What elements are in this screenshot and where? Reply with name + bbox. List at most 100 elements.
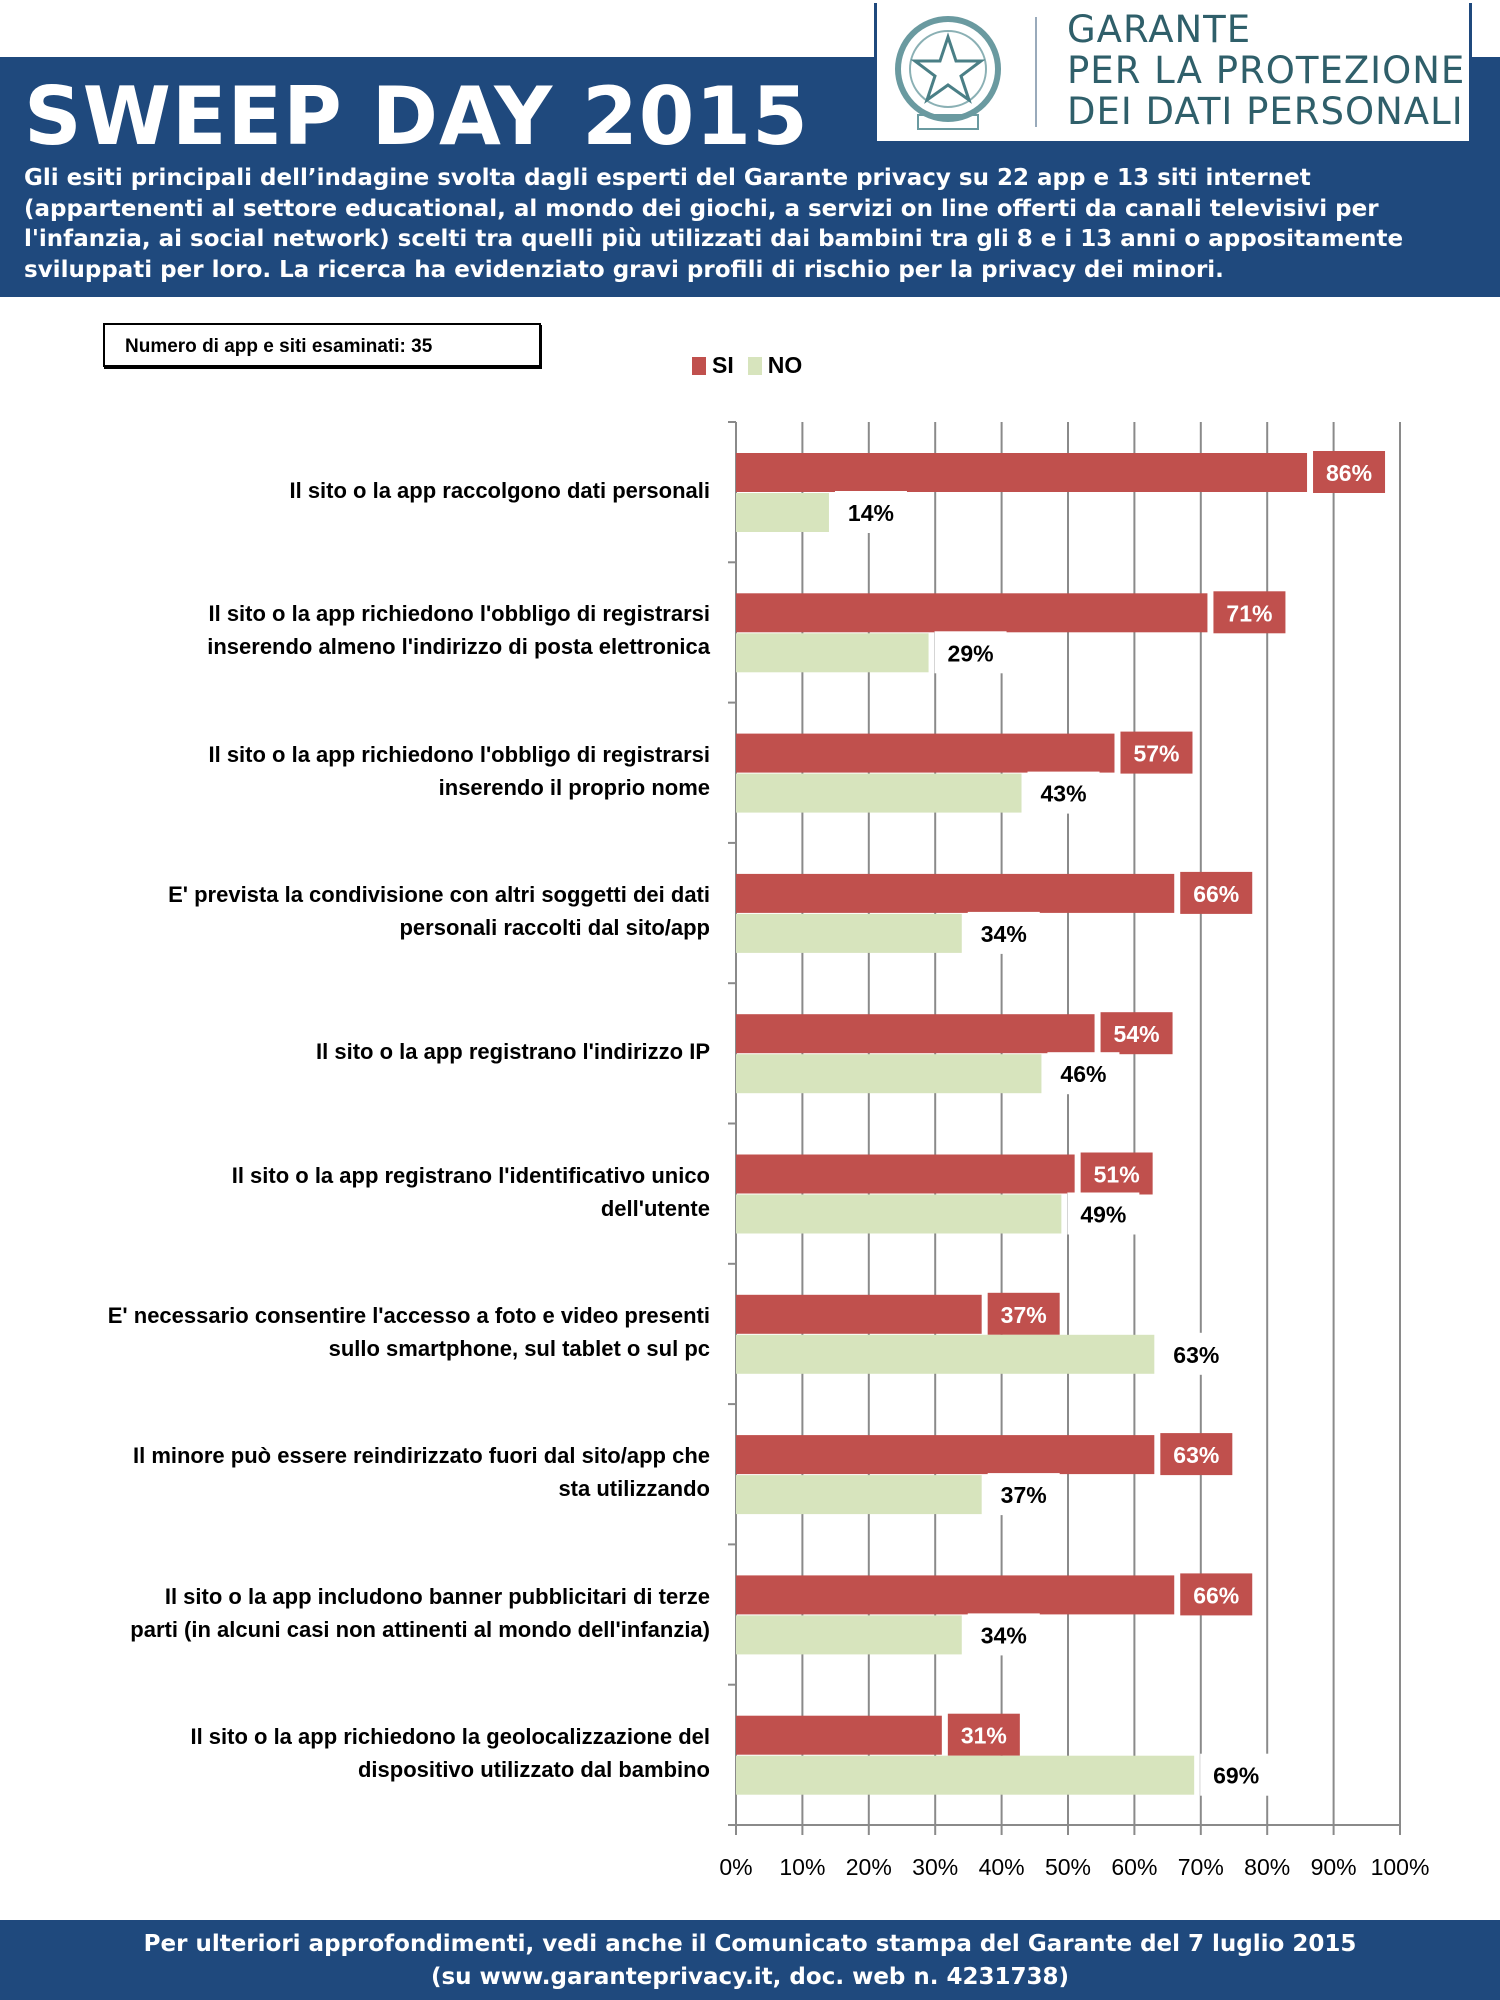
data-label-bg [1067,1192,1140,1235]
footer-line-1: Per ulteriori approfondimenti, vedi anch… [143,1931,1357,1957]
data-label-bg [1120,731,1193,774]
data-label-si: 63% [1173,1442,1219,1468]
bar-no [736,913,962,953]
bar-no [736,1054,1042,1094]
bar-si [736,873,1175,913]
data-label-no: 69% [1213,1763,1259,1789]
x-tick-label: 90% [1311,1854,1357,1880]
category-label-line: dell'utente [600,1195,710,1221]
category-label-line: Il sito o la app registrano l'indirizzo … [316,1038,710,1064]
category-label-line: inserendo almeno l'indirizzo di posta el… [207,634,710,660]
x-tick-label: 50% [1045,1854,1091,1880]
data-label-bg [1160,1332,1233,1375]
category-label-line: E' necessario consentire l'accesso a fot… [107,1302,710,1328]
sample-count-box: Numero di app e siti esaminati: 35 [103,323,541,367]
data-label-no: 63% [1173,1342,1219,1368]
data-label-no: 49% [1080,1202,1126,1228]
bar-si [736,1435,1155,1475]
category-label: Il sito o la app raccolgono dati persona… [50,474,710,507]
data-label-no: 34% [981,921,1027,947]
intro-text: Gli esiti principali dell’indagine svolt… [24,165,1404,283]
footer: Per ulteriori approfondimenti, vedi anch… [0,1920,1500,2000]
category-label-line: sta utilizzando [558,1476,710,1502]
data-label-bg [1027,771,1100,814]
data-label-si: 54% [1114,1021,1160,1047]
bar-si [736,1294,982,1334]
bar-si [736,593,1208,633]
category-label-line: personali raccolti dal sito/app [399,915,710,941]
data-label-si: 71% [1226,600,1272,626]
bar-si [736,1715,942,1755]
data-label-si: 37% [1001,1302,1047,1328]
category-label-line: sullo smartphone, sul tablet o sul pc [328,1335,710,1361]
bar-no [736,1475,982,1515]
logo-line: GARANTE [1067,8,1252,51]
category-label: Il sito o la app registrano l'identifica… [50,1159,710,1225]
data-label-bg [987,1292,1060,1335]
chart-legend: SI NO [692,352,816,379]
bar-si [736,1575,1175,1615]
category-label-line: Il minore può essere reindirizzato fuori… [132,1443,710,1469]
bar-no [736,1615,962,1655]
data-label-bg [967,1613,1040,1656]
category-label-line: Il sito o la app includono banner pubbli… [164,1583,710,1609]
data-label-no: 37% [1001,1482,1047,1508]
x-tick-label: 30% [912,1854,958,1880]
data-label-no: 46% [1060,1061,1106,1087]
logo-line: PER LA PROTEZIONE [1067,49,1466,92]
bar-no [736,1334,1155,1374]
x-tick-label: 80% [1244,1854,1290,1880]
data-label-bg [1200,1753,1273,1796]
category-label-line: Il sito o la app registrano l'identifica… [231,1162,710,1188]
x-tick-label: 10% [779,1854,825,1880]
data-label-bg [1100,1012,1173,1055]
bar-si [736,1014,1095,1054]
bar-no [736,1755,1195,1795]
category-label: E' necessario consentire l'accesso a fot… [50,1299,710,1365]
data-label-bg [1180,1573,1253,1616]
category-label-line: dispositivo utilizzato dal bambino [357,1756,710,1782]
data-label-si: 86% [1326,460,1372,486]
legend-swatch-no [747,356,762,375]
logo-line: DEI DATI PERSONALI [1067,90,1464,133]
category-label: Il sito o la app richiedono l'obbligo di… [50,597,710,663]
category-label: Il sito o la app registrano l'indirizzo … [50,1035,710,1068]
category-label-line: Il sito o la app richiedono l'obbligo di… [208,601,710,627]
x-tick-label: 20% [846,1854,892,1880]
bar-no [736,493,829,532]
data-label-no: 14% [848,500,894,526]
bar-si [736,733,1115,773]
x-tick-label: 100% [1371,1854,1430,1880]
data-label-bg [1160,1433,1233,1476]
data-label-no: 29% [948,640,994,666]
bar-si [736,453,1308,492]
category-label: E' prevista la condivisione con altri so… [50,878,710,944]
logo-text: GARANTE PER LA PROTEZIONE DEI DATI PERSO… [1067,9,1465,132]
category-label: Il sito o la app includono banner pubbli… [50,1580,710,1646]
category-label: Il sito o la app richiedono la geolocali… [50,1720,710,1786]
data-label-bg [1047,1052,1120,1095]
x-tick-label: 40% [979,1854,1025,1880]
data-label-si: 51% [1094,1162,1140,1188]
italian-emblem-icon [895,16,1001,130]
legend-swatch-si [692,356,706,375]
data-label-bg [1213,591,1286,634]
data-label-bg [934,631,1007,674]
category-label-line: parti (in alcuni casi non attinenti al m… [130,1616,710,1642]
legend-label-no: NO [767,352,803,378]
garante-logo: GARANTE PER LA PROTEZIONE DEI DATI PERSO… [874,3,1472,144]
data-label-bg [987,1473,1060,1516]
x-tick-label: 0% [719,1854,752,1880]
x-tick-label: 60% [1111,1854,1157,1880]
legend-label-si: SI [712,352,734,378]
bar-no [736,773,1022,813]
category-label-line: E' prevista la condivisione con altri so… [168,882,710,908]
data-label-si: 57% [1133,741,1179,767]
category-label-line: Il sito o la app richiedono l'obbligo di… [208,741,710,767]
bar-chart: 0% 10% 20% 30% 40% 50% 60% 70% 80% 90% 100% 86% 14% 7… [719,421,1430,1880]
category-label-line: inserendo il proprio nome [438,774,710,800]
category-label-line: Il sito o la app raccolgono dati persona… [289,477,710,503]
data-label-bg [834,491,907,533]
category-label: Il sito o la app richiedono l'obbligo di… [50,738,710,804]
x-tick-label: 70% [1178,1854,1224,1880]
